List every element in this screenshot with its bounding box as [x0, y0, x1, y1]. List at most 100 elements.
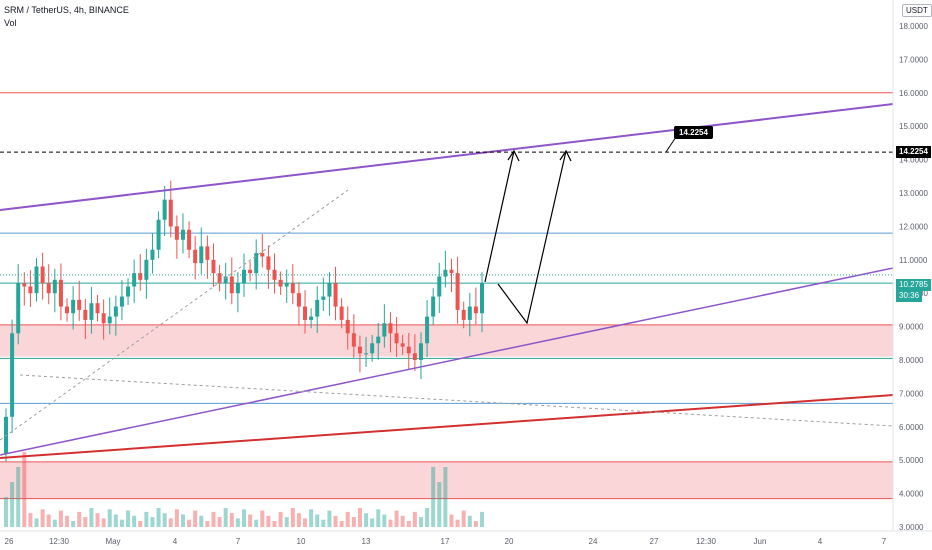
- drawings: [0, 103, 894, 459]
- candle-body: [162, 199, 167, 220]
- candle-body: [431, 296, 436, 317]
- candle-body: [150, 249, 155, 260]
- candle-body: [199, 246, 204, 264]
- candle-body: [205, 246, 210, 260]
- volume-bar: [52, 519, 57, 527]
- volume-bar: [431, 467, 436, 527]
- time-tick-label: 27: [650, 537, 659, 546]
- volume-bar: [132, 515, 137, 527]
- projection-arrow-1: [484, 150, 515, 283]
- candle-body: [272, 269, 277, 280]
- candle-body: [480, 283, 484, 314]
- time-tick-label: 13: [362, 537, 371, 546]
- volume-bar: [437, 482, 442, 527]
- volume-bar: [95, 513, 100, 527]
- volume-bar: [339, 521, 344, 527]
- candle-body: [278, 279, 283, 287]
- price-tick-label: 18.0000: [899, 22, 928, 31]
- price-axis: 18.0000 17.0000 16.0000 15.0000 14.0000 13.00…: [899, 22, 928, 532]
- volume-bar: [4, 497, 8, 527]
- volume-bar: [138, 521, 143, 527]
- target-price-label: 14.2254: [896, 146, 931, 158]
- volume-bar: [400, 515, 405, 527]
- price-tick-label: 7.0000: [899, 389, 924, 398]
- candle-body: [28, 286, 33, 294]
- price-tick-label: 16.0000: [899, 89, 928, 98]
- current-price-label: 10.2785: [896, 279, 931, 291]
- price-tick-label: 3.0000: [899, 523, 924, 532]
- candle-body: [327, 283, 332, 297]
- price-tick-label: 17.0000: [899, 55, 928, 64]
- time-tick-label: 7: [236, 537, 241, 546]
- volume-bar: [71, 521, 76, 527]
- candle-body: [95, 303, 100, 314]
- volume-bar: [333, 515, 338, 527]
- volume-bar: [254, 519, 259, 527]
- volume-bar: [296, 513, 301, 527]
- volume-label[interactable]: Vol: [4, 18, 17, 28]
- price-tick-label: 15.0000: [899, 122, 928, 131]
- volume-bar: [364, 513, 369, 527]
- volume-bar: [168, 518, 173, 527]
- time-tick-label: 12:30: [696, 537, 717, 546]
- volume-bar: [284, 517, 289, 527]
- candles: [4, 180, 484, 462]
- candle-body: [187, 229, 192, 250]
- volume-bar: [16, 467, 21, 527]
- volume-bar: [418, 517, 423, 527]
- volume-bar: [290, 508, 295, 527]
- candle-body: [437, 276, 442, 297]
- time-tick-label: 20: [505, 537, 514, 546]
- time-tick-label: 26: [5, 537, 14, 546]
- price-tick-label: 13.0000: [899, 189, 928, 198]
- volume-bar: [229, 513, 234, 527]
- zone: [0, 324, 893, 357]
- volume-bar: [58, 510, 63, 527]
- candle-body: [223, 276, 228, 284]
- candle-body: [284, 283, 289, 287]
- volume-bar: [376, 509, 381, 527]
- candle-body: [16, 283, 21, 334]
- price-tick-label: 6.0000: [899, 423, 924, 432]
- candle-body: [168, 199, 173, 227]
- volume-bar: [22, 452, 27, 527]
- candle-body: [345, 319, 350, 334]
- volume-bar: [211, 511, 216, 527]
- volume-bar: [205, 521, 210, 527]
- time-tick-label: 7: [882, 537, 887, 546]
- time-tick-label: 4: [173, 537, 178, 546]
- volume-bar: [144, 511, 149, 527]
- target-annotation[interactable]: 14.2254: [674, 126, 713, 139]
- symbol-title[interactable]: SRM / TetherUS, 4h, BINANCE: [4, 5, 129, 15]
- volume-bar: [443, 467, 448, 527]
- volume-bar: [303, 518, 308, 527]
- time-tick-label: 12:30: [49, 537, 70, 546]
- volume-bar: [180, 514, 185, 527]
- candle-body: [303, 306, 308, 320]
- time-tick-label: May: [105, 537, 120, 546]
- volume-bar: [357, 508, 362, 527]
- time-tick-label: Jun: [754, 537, 767, 546]
- candle-body: [248, 269, 253, 274]
- channel-upper-line: [0, 103, 894, 211]
- volume-bar: [107, 509, 112, 527]
- candle-body: [52, 279, 57, 294]
- candle-body: [119, 296, 124, 307]
- candle-body: [382, 323, 387, 337]
- volume-bar: [77, 511, 82, 527]
- candle-body: [242, 269, 246, 284]
- currency-button[interactable]: USDT: [902, 4, 932, 17]
- candle-body: [357, 346, 362, 354]
- volume-bar: [461, 510, 466, 527]
- volume-bar: [351, 517, 356, 527]
- candle-body: [376, 336, 381, 344]
- time-tick-label: 17: [441, 537, 450, 546]
- dashed-ascending-line: [0, 189, 349, 441]
- volume-bar: [10, 482, 15, 527]
- price-tick-label: 14.0000: [899, 156, 928, 165]
- candle-body: [229, 276, 234, 294]
- volume-bar: [473, 521, 478, 527]
- volume-bar: [150, 517, 155, 527]
- price-tick-label: 4.0000: [899, 490, 924, 499]
